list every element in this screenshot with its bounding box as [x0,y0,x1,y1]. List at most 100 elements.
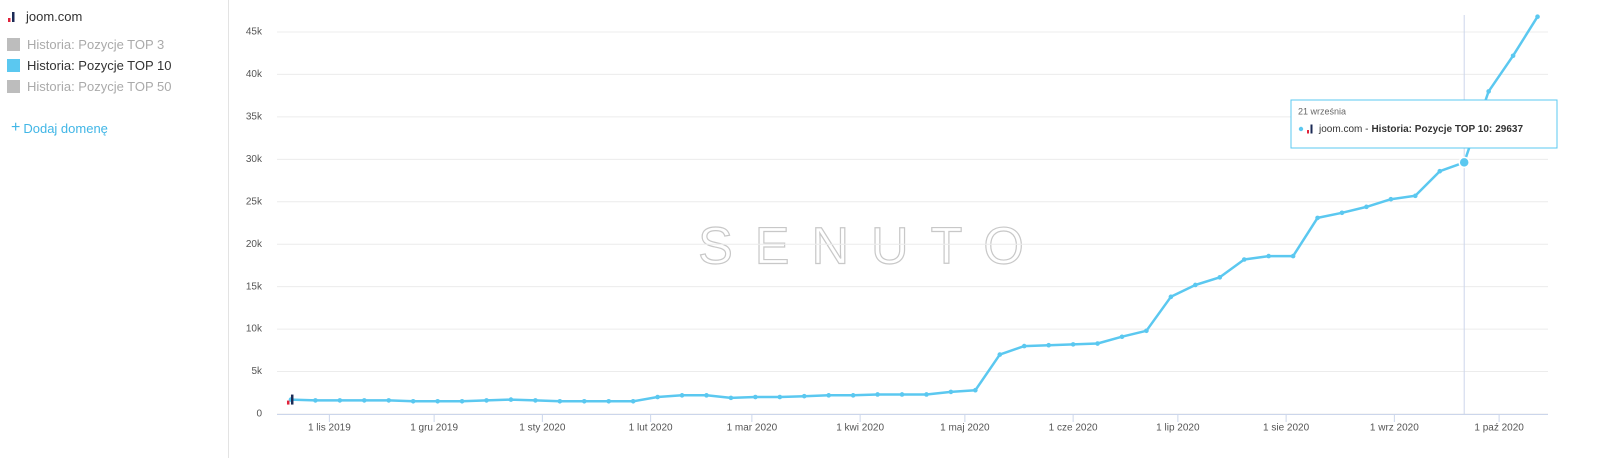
x-tick-label: 1 sie 2020 [1263,423,1310,434]
point [973,387,978,393]
point [508,397,514,402]
point [1339,210,1345,216]
x-tick-label: 1 paź 2020 [1474,423,1524,434]
point [557,398,563,404]
domain-name: joom.com [26,9,83,24]
y-tick-label: 5k [251,366,263,377]
tooltip: 21 września joom.com - Historia: Pozycje T… [1290,99,1558,149]
y-tick-label: 35k [246,112,263,123]
x-tick-label: 1 sty 2020 [519,423,566,434]
series-icon [286,394,294,405]
point [1021,343,1027,349]
x-tick-label: 1 lip 2020 [1156,423,1200,434]
point [777,394,783,400]
point [655,394,660,400]
point [1364,204,1369,210]
point [997,352,1003,357]
point [386,398,392,403]
x-tick-label: 1 kwi 2020 [836,423,884,434]
point [459,398,465,404]
x-tick-label: 1 mar 2020 [727,423,778,434]
x-tick-label: 1 gru 2019 [410,423,458,434]
tooltip-part: joom.com - [1318,124,1368,135]
y-tick-label: 15k [246,281,263,292]
legend-label: Historia: Pozycje TOP 10 [27,58,172,73]
point [1046,342,1051,348]
legend-swatch [7,38,20,51]
point [1510,53,1516,59]
point [924,392,929,397]
tooltip-part: Historia: Pozycje TOP 10: [1371,124,1492,135]
add-domain[interactable]: + Dodaj domenę [11,119,108,137]
point [606,398,612,404]
point [1193,282,1198,288]
point [948,389,954,395]
x-tick-label: 1 maj 2020 [940,423,990,434]
y-tick-label: 0 [256,409,262,420]
point [850,393,856,398]
domain: joom.com [8,9,82,24]
point [1413,193,1418,199]
legend-swatch [7,80,20,93]
point [753,394,758,400]
sidebar: joom.com Historia: Pozycje TOP 3 Historia… [0,0,229,458]
plus-icon: + [11,119,21,136]
point [1168,294,1174,300]
point [1315,215,1320,221]
point [1535,14,1540,19]
legend-label: Historia: Pozycje TOP 3 [27,37,165,52]
point [1070,342,1076,347]
legend-item[interactable]: Historia: Pozycje TOP 10 [7,58,172,73]
x-tick-label: 1 lut 2020 [629,423,673,434]
point [1144,328,1149,334]
y-tick-label: 30k [246,154,263,165]
point [337,398,343,403]
point [630,398,636,404]
point [1266,253,1271,259]
point [1095,341,1100,346]
point [1119,334,1125,340]
point [361,398,367,403]
point [875,392,880,397]
x-tick-label: 1 cze 2020 [1049,423,1098,434]
tooltip-box [1290,99,1558,149]
y-tick-label: 45k [246,27,263,38]
add-domain-text: Dodaj domenę [23,120,108,136]
point [1388,196,1394,202]
point [1486,89,1491,94]
point [1437,168,1443,174]
icon-part [1307,130,1309,134]
point [484,398,489,403]
y-tick-label: 20k [246,239,263,250]
point [704,393,709,398]
tooltip-title: 21 września [1298,106,1346,116]
point [679,393,685,398]
legend-item[interactable]: Historia: Pozycje TOP 50 [7,79,172,94]
point [581,398,587,404]
y-tick-label: 25k [246,196,263,207]
point [899,392,905,397]
tooltip-text: joom.com - Historia: Pozycje TOP 10: 29637 [1318,124,1523,135]
point [728,395,734,401]
point [801,393,807,399]
point [435,398,440,404]
point [410,398,416,404]
line [290,16,1539,403]
icon-part [286,400,290,405]
y-tick-label: 40k [246,69,263,80]
y-tick-label: 10k [246,324,263,335]
domain-icon [8,11,15,22]
x-tick-label: 1 lis 2019 [308,423,351,434]
point [533,398,538,403]
watermark: SENUTO [698,218,1046,276]
tooltip-dot [1298,126,1304,132]
icon-part [290,394,294,405]
point [1290,253,1296,259]
legend-swatch [7,59,20,72]
x-tick-label: 1 wrz 2020 [1370,423,1419,434]
legend-item[interactable]: Historia: Pozycje TOP 3 [7,37,164,52]
point [1217,275,1223,280]
legend-label: Historia: Pozycje TOP 50 [27,79,172,94]
